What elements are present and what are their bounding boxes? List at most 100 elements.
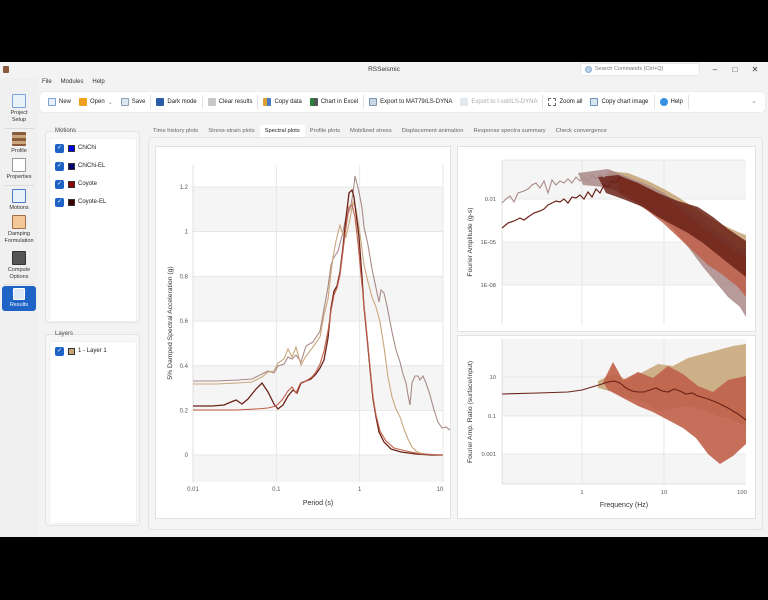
project-setup-icon [12, 94, 26, 108]
nav-label: Properties [6, 174, 32, 180]
zoom-all-button[interactable]: Zoom all [544, 94, 586, 110]
fourier-amplitude-chart[interactable]: 0.01 1E-05 1E-08 Fourier Amplitude (g-s) [457, 146, 756, 332]
svg-text:0.8: 0.8 [180, 274, 189, 280]
close-button[interactable]: ✕ [751, 65, 759, 74]
nav-motions[interactable]: Motions [2, 189, 36, 213]
nav-label: Project [10, 110, 28, 116]
menu-bar: File Modules Help [40, 79, 105, 91]
menu-file[interactable]: File [42, 79, 52, 85]
toolbar-expand-chevron-icon[interactable]: ⌄ [751, 98, 757, 105]
svg-text:0.4: 0.4 [180, 364, 189, 370]
motion-label: ChiChi-EL [78, 163, 106, 169]
menu-modules[interactable]: Modules [60, 79, 84, 85]
motion-item-chichi-el[interactable]: ✓ ChiChi-EL [55, 161, 105, 171]
motion-item-chichi[interactable]: ✓ ChiChi [55, 143, 96, 153]
motion-item-coyote[interactable]: ✓ Coyote [55, 179, 97, 189]
toolbar: New Open ⌄ Save Dark mode Clear results … [40, 92, 765, 112]
color-swatch [68, 162, 75, 170]
help-button[interactable]: Help [656, 94, 687, 110]
profile-icon [12, 132, 26, 146]
toolbar-divider [653, 95, 655, 109]
response-spectrum-chart[interactable]: 0 0.2 0.4 0.6 0.8 1 1.2 0.01 0.1 1 10 Pe… [155, 146, 451, 519]
motions-panel: Motions ✓ ChiChi ✓ ChiChi-EL ✓ Coyote ✓ … [45, 128, 140, 323]
nav-label: Profile [11, 148, 27, 154]
svg-text:0: 0 [185, 453, 189, 459]
toolbar-divider [542, 95, 544, 109]
checkbox-checked[interactable]: ✓ [55, 346, 64, 356]
export-mat79-button[interactable]: Export to MAT79/LS-DYNA [365, 94, 456, 110]
nav-results[interactable]: Results [2, 286, 36, 311]
folder-icon [79, 98, 88, 106]
color-swatch [68, 347, 75, 355]
results-tabs: Time history plots Stress-strain plots S… [148, 125, 612, 137]
dark-mode-button[interactable]: Dark mode [152, 94, 200, 110]
checkbox-checked[interactable]: ✓ [55, 197, 64, 207]
layer-label: 1 - Layer 1 [78, 348, 107, 354]
checkbox-checked[interactable]: ✓ [55, 179, 64, 189]
search-placeholder: Search Commands (Ctrl+Q) [595, 66, 664, 72]
export-isoil-button[interactable]: Export to I-soil/LS-DYNA [456, 94, 541, 110]
svg-text:0.01: 0.01 [187, 487, 199, 493]
svg-text:0.01: 0.01 [485, 197, 496, 203]
results-icon [13, 288, 25, 300]
layers-list: ✓ 1 - Layer 1 [50, 342, 136, 523]
title-bar: RSSeismic Search Commands (Ctrl+Q) – □ ✕ [0, 62, 768, 78]
checkbox-checked[interactable]: ✓ [55, 161, 64, 171]
nav-project-setup[interactable]: Project Setup [2, 94, 36, 124]
svg-text:0.2: 0.2 [180, 409, 189, 415]
dark-mode-label: Dark mode [167, 99, 197, 105]
save-button[interactable]: Save [117, 94, 150, 110]
layers-panel: Layers ✓ 1 - Layer 1 [45, 331, 140, 526]
motions-list: ✓ ChiChi ✓ ChiChi-EL ✓ Coyote ✓ Coyote-E… [50, 139, 136, 321]
tab-check-convergence[interactable]: Check convergence [555, 128, 607, 134]
new-label: New [59, 99, 72, 105]
svg-text:1: 1 [358, 487, 362, 493]
motion-item-coyote-el[interactable]: ✓ Coyote-EL [55, 197, 106, 207]
copy-data-button[interactable]: Copy data [259, 94, 305, 110]
nav-profile[interactable]: Profile [2, 132, 36, 156]
nav-divider [4, 185, 34, 186]
color-swatch [68, 144, 75, 152]
svg-text:1E-08: 1E-08 [481, 283, 496, 289]
clear-results-button[interactable]: Clear results [204, 94, 257, 110]
tab-profile-plots[interactable]: Profile plots [309, 128, 341, 134]
layer-item-1[interactable]: ✓ 1 - Layer 1 [55, 346, 107, 356]
nav-label: Compute [7, 267, 31, 273]
zoom-all-icon [548, 98, 557, 106]
toolbar-divider [363, 95, 365, 109]
tab-time-history-plots[interactable]: Time history plots [153, 128, 199, 134]
nav-label: Motions [9, 205, 29, 211]
open-button[interactable]: Open ⌄ [75, 94, 117, 110]
y-axis-label: Fourier Amp. Ratio (surface/input) [467, 361, 474, 463]
chart-in-excel-label: Chart in Excel [320, 99, 359, 105]
compute-icon [12, 251, 26, 265]
svg-text:0.001: 0.001 [481, 452, 496, 458]
new-button[interactable]: New [44, 94, 75, 110]
nav-damping-formulation[interactable]: Damping Formulation [2, 215, 36, 247]
search-commands-input[interactable]: Search Commands (Ctrl+Q) [580, 63, 700, 76]
nav-properties[interactable]: Properties [2, 158, 36, 182]
checkbox-checked[interactable]: ✓ [55, 143, 64, 153]
toolbar-divider [687, 95, 689, 109]
nav-label: Options [9, 274, 29, 280]
tab-mobilized-stress[interactable]: Mobilized stress [350, 128, 392, 134]
svg-text:10: 10 [490, 375, 496, 381]
tab-displacement-animation[interactable]: Displacement animation [401, 128, 464, 134]
maximize-button[interactable]: □ [732, 65, 738, 74]
fourier-ratio-chart[interactable]: 10 0.1 0.001 1 10 100 Frequency (Hz) Fou… [457, 335, 756, 519]
tab-response-spectra-summary[interactable]: Response spectra summary [473, 128, 546, 134]
x-axis-label: Frequency (Hz) [600, 502, 648, 509]
tab-stress-strain-plots[interactable]: Stress-strain plots [208, 128, 255, 134]
copy-chart-image-button[interactable]: Copy chart image [586, 94, 652, 110]
minimize-button[interactable]: – [712, 65, 718, 74]
nav-compute-options[interactable]: Compute Options [2, 251, 36, 283]
motion-label: ChiChi [78, 145, 97, 151]
nav-label: Results [9, 302, 29, 308]
svg-text:0.6: 0.6 [180, 319, 189, 325]
tab-spectral-plots[interactable]: Spectral plots [259, 125, 305, 137]
menu-help[interactable]: Help [92, 79, 105, 85]
chart-in-excel-button[interactable]: Chart in Excel [306, 94, 362, 110]
nav-label: Formulation [4, 238, 34, 244]
color-swatch [68, 198, 75, 206]
help-label: Help [670, 99, 683, 105]
